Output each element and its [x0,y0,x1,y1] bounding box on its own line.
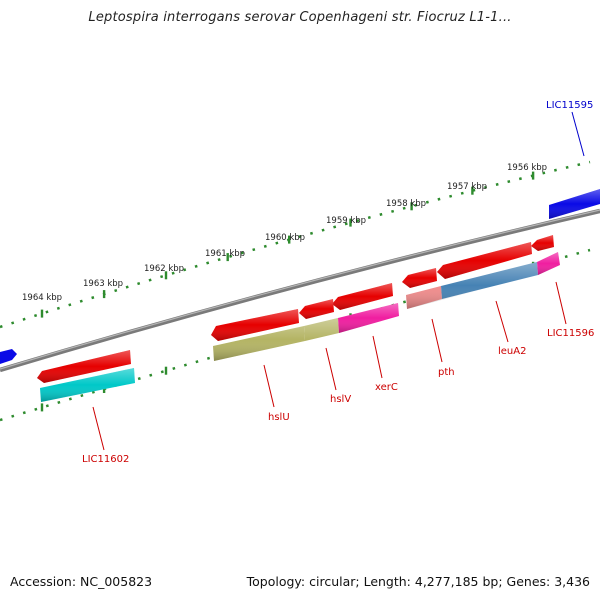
outer-major-tick [102,290,106,299]
ruler-label-1962: 1962 kbp [144,264,184,274]
ruler-label-1960: 1960 kbp [265,233,305,243]
ruler-label-1959: 1959 kbp [326,216,366,226]
label-hslU[interactable]: hslU [268,412,290,423]
ruler-labels: 1964 kbp 1963 kbp 1962 kbp 1961 kbp 1960… [22,163,547,303]
outer-major-tick [40,309,44,318]
gene-labels: LIC11602 hslU hslV xerC pth leuA2 LIC115… [82,100,594,465]
outer-major-tick [471,186,474,195]
outer-tick-ring [0,160,591,329]
ruler-label-1963: 1963 kbp [83,279,123,289]
leader-LIC11596 [555,281,567,325]
cog-bars-shading [40,252,560,402]
outer-major-tick [288,235,291,244]
outer-major-tick [349,218,352,227]
leader-LIC11595 [571,111,585,157]
cog-bars [40,252,560,402]
leader-hslV [325,347,337,391]
map-title: Leptospira interrogans serovar Copenhage… [88,10,512,25]
label-LIC11602[interactable]: LIC11602 [82,454,129,465]
label-leuA2[interactable]: leuA2 [498,346,526,357]
leader-leuA2 [495,300,509,343]
ruler-label-1956: 1956 kbp [507,163,547,173]
leader-hslU [263,364,275,408]
genome-backbone-highlight [0,209,600,370]
inner-major-tick [164,366,168,375]
reverse-genes-shading [37,235,554,383]
gene-LIC11595-shade [549,189,600,219]
reverse-genes [37,235,554,383]
label-xerC[interactable]: xerC [375,382,398,393]
ruler-label-1964: 1964 kbp [22,293,62,303]
genome-summary-text: Topology: circular; Length: 4,277,185 bp… [246,574,590,589]
outer-major-tick [226,253,229,262]
leader-pth [431,318,443,363]
label-LIC11596[interactable]: LIC11596 [547,328,594,339]
label-leaders [92,111,585,451]
genome-backbone [0,208,600,373]
accession-text: Accession: NC_005823 [10,574,153,589]
outer-major-tick [164,271,168,280]
leader-xerC [372,335,383,379]
outer-major-tick [531,171,535,180]
ruler-label-1958: 1958 kbp [386,199,426,209]
label-LIC11595[interactable]: LIC11595 [546,100,593,111]
ruler-label-1961: 1961 kbp [205,249,245,259]
label-hslV[interactable]: hslV [330,394,351,405]
forward-gene-left-edge[interactable] [0,349,17,364]
leader-LIC11602 [92,406,105,451]
outer-major-ticks [40,171,535,318]
inner-major-tick [40,403,44,412]
label-pth[interactable]: pth [438,367,455,378]
ruler-label-1957: 1957 kbp [447,182,487,192]
outer-major-tick [410,202,413,211]
